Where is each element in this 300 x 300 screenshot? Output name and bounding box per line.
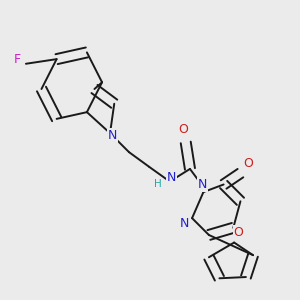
- Text: N: N: [180, 217, 189, 230]
- Text: O: O: [179, 123, 189, 136]
- Text: O: O: [243, 158, 253, 170]
- Text: N: N: [198, 178, 207, 191]
- Text: H: H: [154, 179, 162, 189]
- Text: N: N: [167, 171, 176, 184]
- Text: N: N: [107, 129, 117, 142]
- Text: F: F: [14, 53, 21, 66]
- Text: O: O: [233, 226, 243, 238]
